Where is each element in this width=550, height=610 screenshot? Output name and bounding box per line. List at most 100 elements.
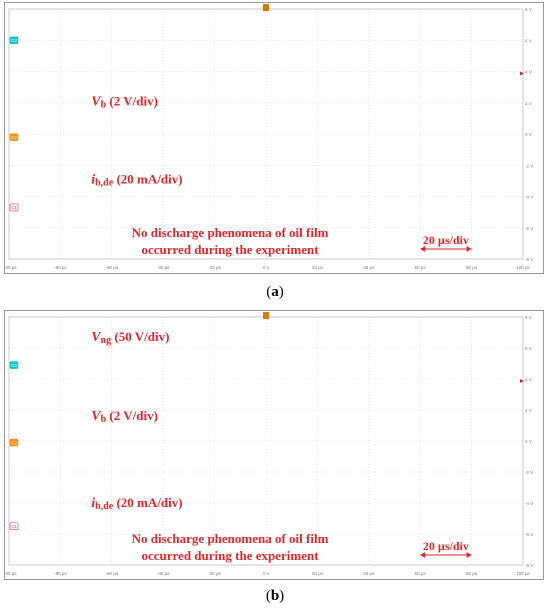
grid-b [8,316,524,566]
y-scale-label: 8 V [525,7,532,12]
x-tick-label: 60 µs [415,571,427,576]
oscilloscope-plot-b: -100 µs -80 µs -60 µs -40 µs -20 µs 0 s 20 µs 4… [5,312,533,576]
x-tick-label: -60 µs [105,265,118,270]
y-scale-label: 4 V [525,377,532,382]
x-tick-label: -40 µs [157,265,170,270]
channel-tag-vb-icon [9,133,19,141]
x-tick-label: -60 µs [105,571,118,576]
x-tick-label: 80 µs [466,571,478,576]
x-tick-label: -80 µs [54,265,67,270]
x-tick-label: 80 µs [466,265,478,270]
scale-marker-label: 20 µs/div [423,233,469,247]
figure-caption-b: (b) [0,588,550,605]
caption-letter-b: b [270,588,280,604]
series-label-main: i [91,496,95,511]
y-scale-label: 0 V [525,439,532,444]
channel-tag-vng-icon [9,361,19,369]
y-scale-label: -6 V [525,532,533,537]
x-tick-label: -20 µs [208,265,221,270]
series-label-main: V [91,330,102,345]
x-tick-label: -80 µs [54,571,67,576]
annotation-line: No discharge phenomena of oil film [132,531,329,546]
x-tick-label: 20 µs [312,571,324,576]
series-label-sub: b [101,414,107,425]
caption-close-b: ) [279,588,285,604]
y-scale-label: -6 V [525,226,533,231]
y-scale-label: 8 V [525,315,532,320]
x-tick-label: -100 µs [5,265,17,270]
x-tick-label: 100 µs [516,571,530,576]
scale-marker-label: 20 µs/div [423,539,469,553]
x-tick-label: 40 µs [363,571,375,576]
series-label-sub: ng [101,335,112,346]
series-vb-label: Vb (2 V/div) [91,93,158,110]
series-ib-label: ib,de (20 mA/div) [91,171,182,188]
series-label-scale: (2 V/div) [106,93,158,108]
series-ib-label: ib,de (20 mA/div) [91,495,182,512]
plot-border [8,8,524,260]
figure-caption-a: (a) [0,284,550,301]
x-tick-label: 60 µs [415,265,427,270]
caption-open-a: ( [266,284,272,300]
x-tick-label: 0 s [263,571,270,576]
y-scale-label: -2 V [525,470,533,475]
annotation-line: No discharge phenomena of oil film [132,225,329,240]
arrow-right-icon [466,246,472,252]
x-tick-label: 40 µs [363,265,375,270]
oscilloscope-plot-a: -100 µs -80 µs -60 µs -40 µs -20 µs 0 s 20 µs 4… [5,4,533,270]
caption-open-b: ( [265,588,271,604]
series-label-main: i [91,172,95,187]
series-label-scale: (20 mA/div) [113,495,182,510]
x-tick-label: -20 µs [208,571,221,576]
y-scale-label: 6 V [525,38,532,43]
caption-close-a: ) [278,284,284,300]
x-tick-label: 0 s [263,265,270,270]
series-vng-label: Vng (50 V/div) [91,329,169,346]
channel-tag-ib-icon [9,203,19,212]
y-scale-label: -8 V [525,257,533,262]
y-scale-label: 2 V [525,408,532,413]
channel-tag-vng-label: C3 [11,363,17,368]
channel-tag-ib-label: C1 [11,205,17,210]
series-label-scale: (20 mA/div) [113,171,182,186]
grid-a [8,8,524,260]
arrow-left-icon [420,246,426,252]
y-scale-label: 6 V [525,346,532,351]
channel-tag-vb-label: C2 [11,440,17,445]
series-label-scale: (2 V/div) [106,408,158,423]
y-scale-label: -8 V [525,563,533,568]
annotation-line: occurred during the experiment [141,242,319,257]
y-scale-label: -4 V [525,501,533,506]
series-label-main: V [91,94,102,109]
channel-tag-vng-icon [9,36,19,45]
oscilloscope-panel-a: -100 µs -80 µs -60 µs -40 µs -20 µs 0 s 20 µs 4… [4,2,544,274]
series-label-sub: b [101,99,107,110]
channel-tag-vng-label: C3 [11,38,17,43]
annotation-line: occurred during the experiment [141,548,319,563]
channel-tag-ib-label: C1 [11,524,17,529]
trigger-marker-icon [263,4,269,11]
trigger-level-icon [520,71,524,76]
series-label-scale: (50 V/div) [111,329,169,344]
arrow-left-icon [420,552,426,558]
series-label-main: V [91,409,102,424]
trigger-level-icon [520,379,524,383]
x-tick-label: 20 µs [312,265,324,270]
arrow-right-icon [466,552,472,558]
y-scale-label: 0 V [525,132,532,137]
oscilloscope-panel-b: -100 µs -80 µs -60 µs -40 µs -20 µs 0 s 20 µs 4… [4,310,544,580]
x-tick-label: 100 µs [516,265,530,270]
channel-tag-vb-icon [9,438,19,447]
series-label-sub: b,de [95,501,114,512]
channel-tag-ib-icon [9,522,19,531]
y-scale-label: 4 V [525,70,532,75]
x-tick-label: -100 µs [5,571,17,576]
caption-letter-a: a [271,284,279,300]
y-scale-label: -2 V [525,163,533,168]
trigger-marker-icon [263,312,269,319]
series-label-sub: b,de [95,177,114,188]
y-scale-label: -4 V [525,195,533,200]
y-scale-label: 2 V [525,101,532,106]
channel-tag-vb-label: C2 [11,135,17,140]
series-vb-label: Vb (2 V/div) [91,408,158,425]
